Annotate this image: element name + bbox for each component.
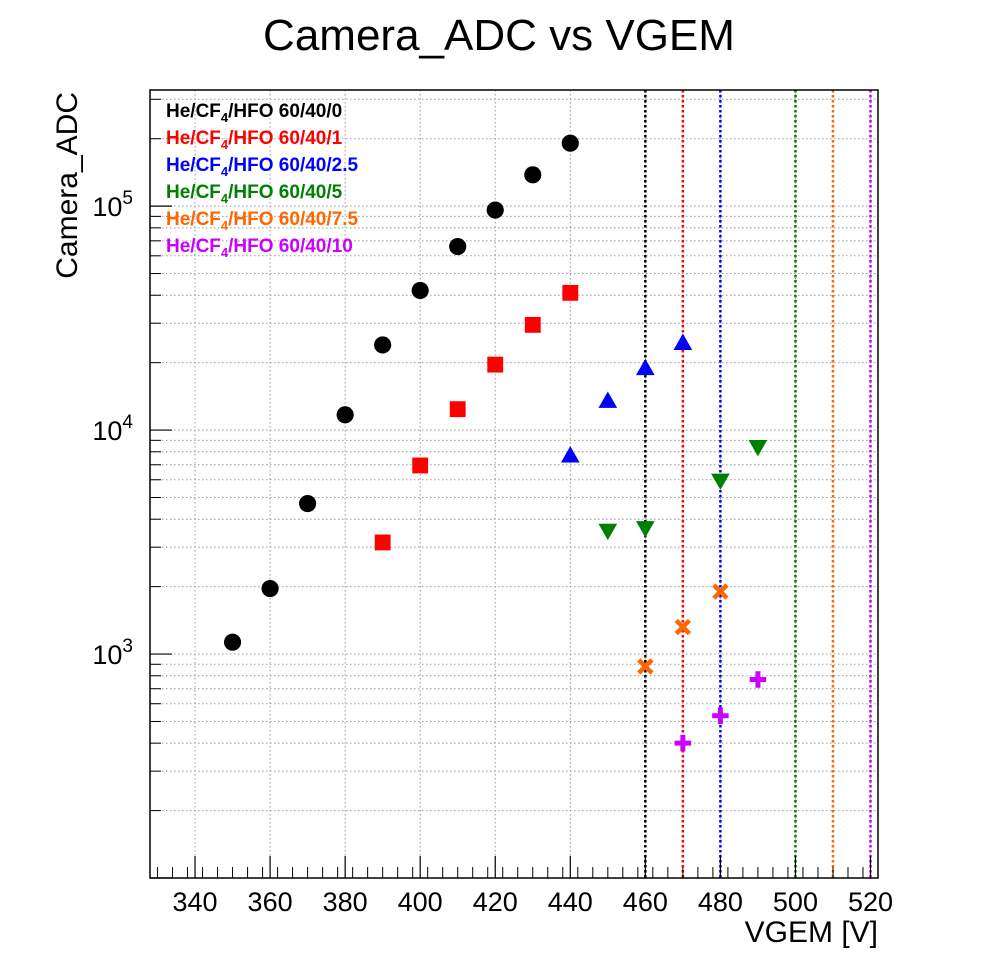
data-point	[748, 440, 768, 457]
y-tick-label: 104	[92, 412, 133, 446]
plot-frame	[149, 89, 879, 879]
y-axis-label: Camera_ADC	[51, 92, 84, 279]
data-point	[562, 284, 579, 301]
data-point	[374, 534, 391, 551]
chart-title: Camera_ADC vs VGEM	[263, 11, 735, 60]
y-tick-label: 105	[92, 188, 133, 222]
data-point	[598, 391, 618, 408]
axis-ticks	[150, 98, 872, 879]
data-point	[637, 658, 654, 675]
x-tick-label: 420	[473, 887, 518, 917]
legend-entry: He/CF4/HFO 60/40/10	[166, 236, 353, 260]
data-point	[674, 734, 692, 752]
data-point	[561, 134, 579, 152]
legend-entry: He/CF4/HFO 60/40/1	[166, 128, 343, 152]
data-point	[487, 356, 504, 373]
data-points	[223, 134, 768, 752]
data-point	[261, 580, 279, 598]
x-tick-label: 440	[548, 887, 593, 917]
x-tick-label: 360	[248, 887, 293, 917]
data-point	[524, 316, 541, 333]
x-tick-label: 340	[172, 887, 217, 917]
legend-entry: He/CF4/HFO 60/40/2.5	[166, 155, 358, 179]
y-tick-labels: 103 104 105	[92, 188, 133, 670]
data-point	[712, 583, 729, 600]
x-tick-label: 500	[773, 887, 818, 917]
legend-entry: He/CF4/HFO 60/40/7.5	[166, 209, 358, 233]
data-point	[412, 457, 429, 474]
data-point	[449, 237, 467, 256]
x-axis-label: VGEM [V]	[745, 916, 878, 949]
x-tick-labels: 340 360 380 400 420 440 460 480 500 520	[172, 887, 893, 917]
data-point	[598, 523, 618, 541]
data-point	[336, 406, 354, 424]
data-point	[749, 671, 767, 688]
legend-entry: He/CF4/HFO 60/40/5	[166, 182, 343, 206]
data-point	[449, 401, 466, 418]
data-point	[486, 201, 504, 219]
legend: He/CF4/HFO 60/40/0 He/CF4/HFO 60/40/1 He/C…	[166, 101, 358, 260]
data-point	[374, 336, 392, 354]
x-tick-label: 520	[848, 887, 893, 917]
data-point	[411, 281, 429, 300]
data-point	[223, 633, 242, 651]
data-point	[635, 521, 655, 538]
x-tick-label: 480	[698, 887, 743, 917]
data-point	[674, 618, 692, 636]
x-tick-label: 460	[623, 887, 668, 917]
data-point	[560, 446, 580, 463]
x-tick-label: 400	[398, 887, 443, 917]
x-tick-label: 380	[323, 887, 368, 917]
y-tick-label: 103	[92, 636, 133, 670]
data-point	[673, 333, 693, 350]
data-point	[524, 166, 542, 184]
data-point	[299, 494, 317, 513]
data-point	[711, 473, 730, 490]
data-point	[635, 358, 655, 376]
legend-entry: He/CF4/HFO 60/40/0	[166, 101, 342, 125]
data-point	[712, 707, 729, 725]
